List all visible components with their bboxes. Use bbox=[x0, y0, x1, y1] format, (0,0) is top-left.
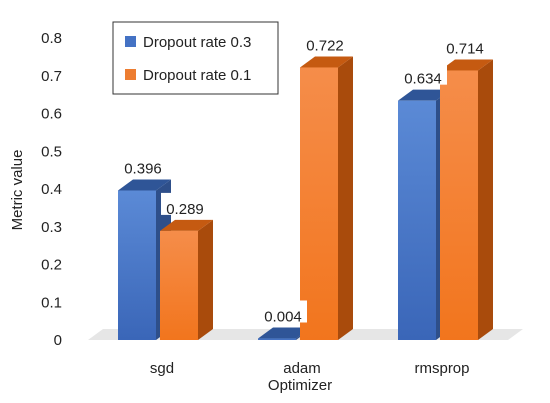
bar-front bbox=[440, 70, 478, 340]
x-axis-title: Optimizer bbox=[268, 377, 332, 394]
data-label: 0.634 bbox=[404, 71, 442, 88]
bar-adam-dropout-0-1 bbox=[300, 56, 353, 340]
x-axis: sgd adam rmsprop bbox=[150, 360, 470, 377]
x-tick-label-adam: adam bbox=[283, 360, 321, 377]
y-tick-label: 0.7 bbox=[41, 68, 62, 85]
bar-top bbox=[440, 59, 493, 71]
y-tick-label: 0.3 bbox=[41, 219, 62, 236]
bar-front bbox=[160, 230, 198, 340]
bar-front bbox=[300, 67, 338, 340]
legend: Dropout rate 0.3 Dropout rate 0.1 bbox=[112, 21, 279, 95]
bar-top bbox=[160, 219, 213, 231]
bar-front bbox=[118, 190, 156, 340]
bar-top bbox=[258, 327, 311, 339]
legend-entry: Dropout rate 0.3 bbox=[143, 34, 251, 51]
y-axis: 0 0.1 0.2 0.3 0.4 0.5 0.6 0.7 0.8 bbox=[41, 30, 62, 349]
data-label: 0.004 bbox=[264, 308, 302, 325]
data-label-bg bbox=[119, 152, 167, 175]
y-tick-label: 0.5 bbox=[41, 143, 62, 160]
data-label-bg bbox=[399, 62, 447, 85]
bar-side bbox=[478, 59, 493, 341]
y-tick-label: 0.8 bbox=[41, 30, 62, 47]
y-axis-title: Metric value bbox=[9, 150, 26, 231]
bar-rmsprop-dropout-0-1 bbox=[440, 59, 493, 341]
bar-top bbox=[300, 56, 353, 68]
legend-box bbox=[112, 21, 279, 95]
data-label-bg bbox=[161, 192, 209, 215]
data-label-bg bbox=[259, 300, 307, 323]
bar-side bbox=[198, 219, 213, 340]
data-label: 0.396 bbox=[124, 161, 162, 178]
data-label-bg bbox=[441, 32, 489, 55]
bar-side bbox=[338, 56, 353, 340]
bar-series bbox=[118, 56, 493, 341]
legend-swatch bbox=[125, 36, 136, 47]
bar-front bbox=[258, 338, 296, 340]
x-tick-label-rmsprop: rmsprop bbox=[414, 360, 469, 377]
data-label: 0.289 bbox=[166, 201, 204, 218]
bar-top bbox=[118, 179, 171, 191]
data-label: 0.722 bbox=[306, 37, 344, 54]
x-tick-label-sgd: sgd bbox=[150, 360, 174, 377]
bar-front bbox=[398, 100, 436, 340]
legend-swatch bbox=[125, 69, 136, 80]
data-label: 0.714 bbox=[446, 40, 484, 57]
y-tick-label: 0.2 bbox=[41, 257, 62, 274]
bar-sgd-dropout-0-1 bbox=[160, 219, 213, 340]
y-tick-label: 0.1 bbox=[41, 294, 62, 311]
legend-entry: Dropout rate 0.1 bbox=[143, 67, 251, 84]
y-tick-label: 0 bbox=[54, 332, 62, 349]
y-tick-label: 0.6 bbox=[41, 106, 62, 123]
bar-top bbox=[398, 89, 451, 101]
data-label-bg bbox=[301, 29, 349, 52]
y-tick-label: 0.4 bbox=[41, 181, 62, 198]
